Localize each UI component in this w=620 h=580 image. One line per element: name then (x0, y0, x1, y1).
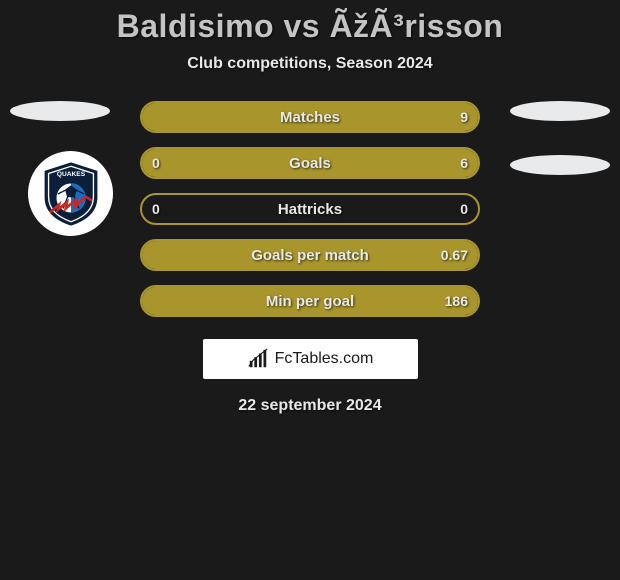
stat-bar: 0 Hattricks 0 (140, 193, 480, 225)
page-title: Baldisimo vs ÃžÃ³risson (0, 8, 620, 45)
svg-text:QUAKES: QUAKES (56, 171, 85, 178)
stat-bar: Matches 9 (140, 101, 480, 133)
stat-value-right: 6 (460, 155, 468, 171)
source-text: FcTables.com (275, 350, 374, 368)
stat-label: Min per goal (266, 293, 354, 310)
date-label: 22 september 2024 (0, 397, 620, 415)
subtitle: Club competitions, Season 2024 (0, 55, 620, 73)
stat-value-left: 0 (152, 201, 160, 217)
stat-bar: Goals per match 0.67 (140, 239, 480, 271)
player-badge-placeholder-right-1 (510, 101, 610, 121)
club-logo-left: QUAKES (28, 151, 113, 236)
stat-value-left: 0 (152, 155, 160, 171)
stat-value-right: 186 (445, 293, 468, 309)
stat-bar: 0 Goals 6 (140, 147, 480, 179)
stat-label: Hattricks (278, 201, 342, 218)
stat-label: Matches (280, 109, 340, 126)
source-badge: FcTables.com (203, 339, 418, 379)
stat-value-right: 9 (460, 109, 468, 125)
bar-chart-icon (247, 348, 269, 370)
player-badge-placeholder-right-2 (510, 155, 610, 175)
player-badge-placeholder-left (10, 101, 110, 121)
infographic-container: Baldisimo vs ÃžÃ³risson Club competition… (0, 0, 620, 415)
stat-value-right: 0.67 (441, 247, 468, 263)
quakes-crest-icon: QUAKES (38, 161, 104, 227)
stat-value-right: 0 (460, 201, 468, 217)
comparison-area: QUAKES Matches 9 0 Goals 6 0 Hattricks 0 Goals p… (0, 101, 620, 415)
stat-label: Goals (289, 155, 331, 172)
stat-bar: Min per goal 186 (140, 285, 480, 317)
stat-bars: Matches 9 0 Goals 6 0 Hattricks 0 Goals per matc… (140, 101, 480, 317)
stat-label: Goals per match (251, 247, 369, 264)
